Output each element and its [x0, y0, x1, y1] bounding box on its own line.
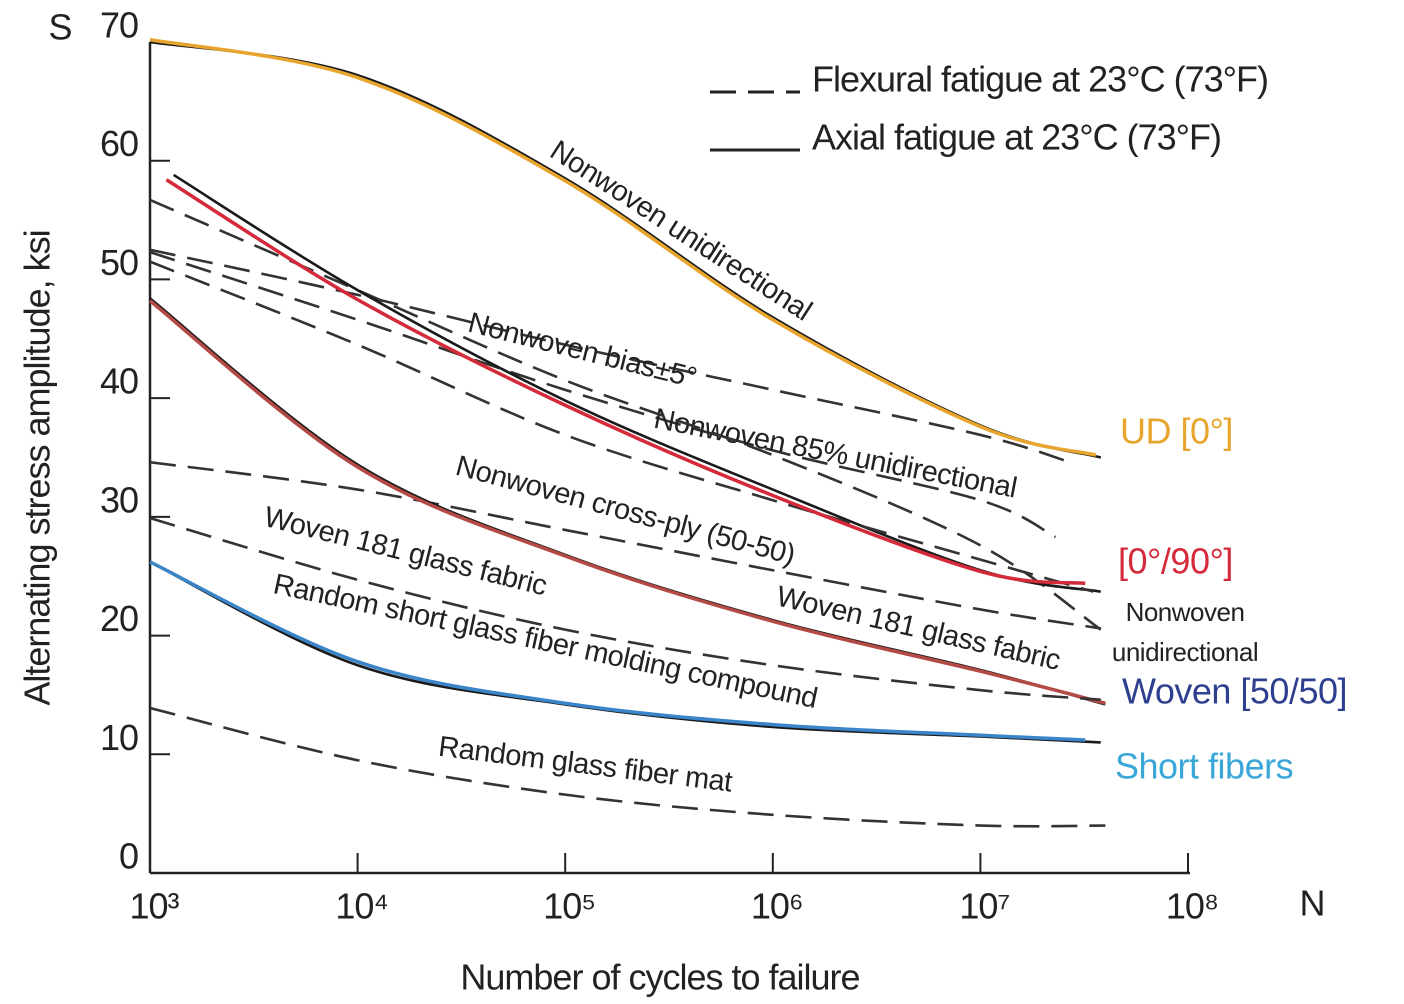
curve-label: Random glass fiber mat: [437, 731, 734, 799]
y-tick-label: 40: [100, 361, 138, 402]
curve-label: Woven 181 glass fabric: [773, 580, 1063, 676]
curve-label: Nonwoven bias±5°: [465, 307, 700, 395]
curve: [149, 250, 1057, 539]
curve: [149, 460, 1101, 630]
y-tick-label: 0: [119, 836, 138, 877]
y-tick-label: 20: [100, 598, 138, 639]
curve-label: Random short glass fiber molding compoun…: [271, 568, 820, 715]
curve-label: UD [0°]: [1120, 411, 1233, 452]
curve-label: Nonwoven unidirectional: [1112, 597, 1258, 667]
curve-label: Nonwoven cross-ply (50-50): [452, 450, 798, 571]
x-tick-label: 10⁸: [1166, 886, 1218, 927]
curve: [149, 37, 1097, 457]
curve-label: Woven [50/50]: [1122, 671, 1347, 712]
x-tick-label: 10⁵: [543, 886, 595, 927]
y-tick-label: 50: [100, 242, 138, 283]
y-tick-label: 30: [100, 479, 138, 520]
curve-label: Nonwoven unidirectional: [544, 135, 817, 328]
y-tick-label: 70: [100, 5, 138, 46]
curve: [149, 516, 1101, 701]
x-symbol: N: [1300, 883, 1325, 924]
y-symbol: S: [48, 7, 71, 48]
curve: [149, 260, 1094, 593]
x-tick-label: 10⁷: [959, 886, 1009, 927]
curve: [148, 299, 1106, 705]
y-tick-label: 60: [100, 123, 138, 164]
legend-label: Axial fatigue at 23°C (73°F): [812, 117, 1221, 158]
curve: [149, 560, 1086, 742]
x-tick-label: 10⁶: [751, 886, 803, 927]
curve: [165, 178, 1086, 586]
curve: [149, 248, 1071, 464]
curve: [149, 706, 1106, 828]
legend-label: Flexural fatigue at 23°C (73°F): [812, 59, 1268, 100]
curve-label: [0°/90°]: [1118, 541, 1233, 582]
x-axis-label: Number of cycles to failure: [460, 957, 859, 998]
curve: [149, 198, 1102, 631]
y-tick-label: 10: [100, 717, 138, 758]
x-tick-label: 10³: [129, 886, 179, 927]
x-tick-label: 10⁴: [335, 886, 388, 927]
curve-label: Short fibers: [1115, 746, 1293, 787]
y-axis-label: Alternating stress amplitude, ksi: [17, 230, 58, 705]
